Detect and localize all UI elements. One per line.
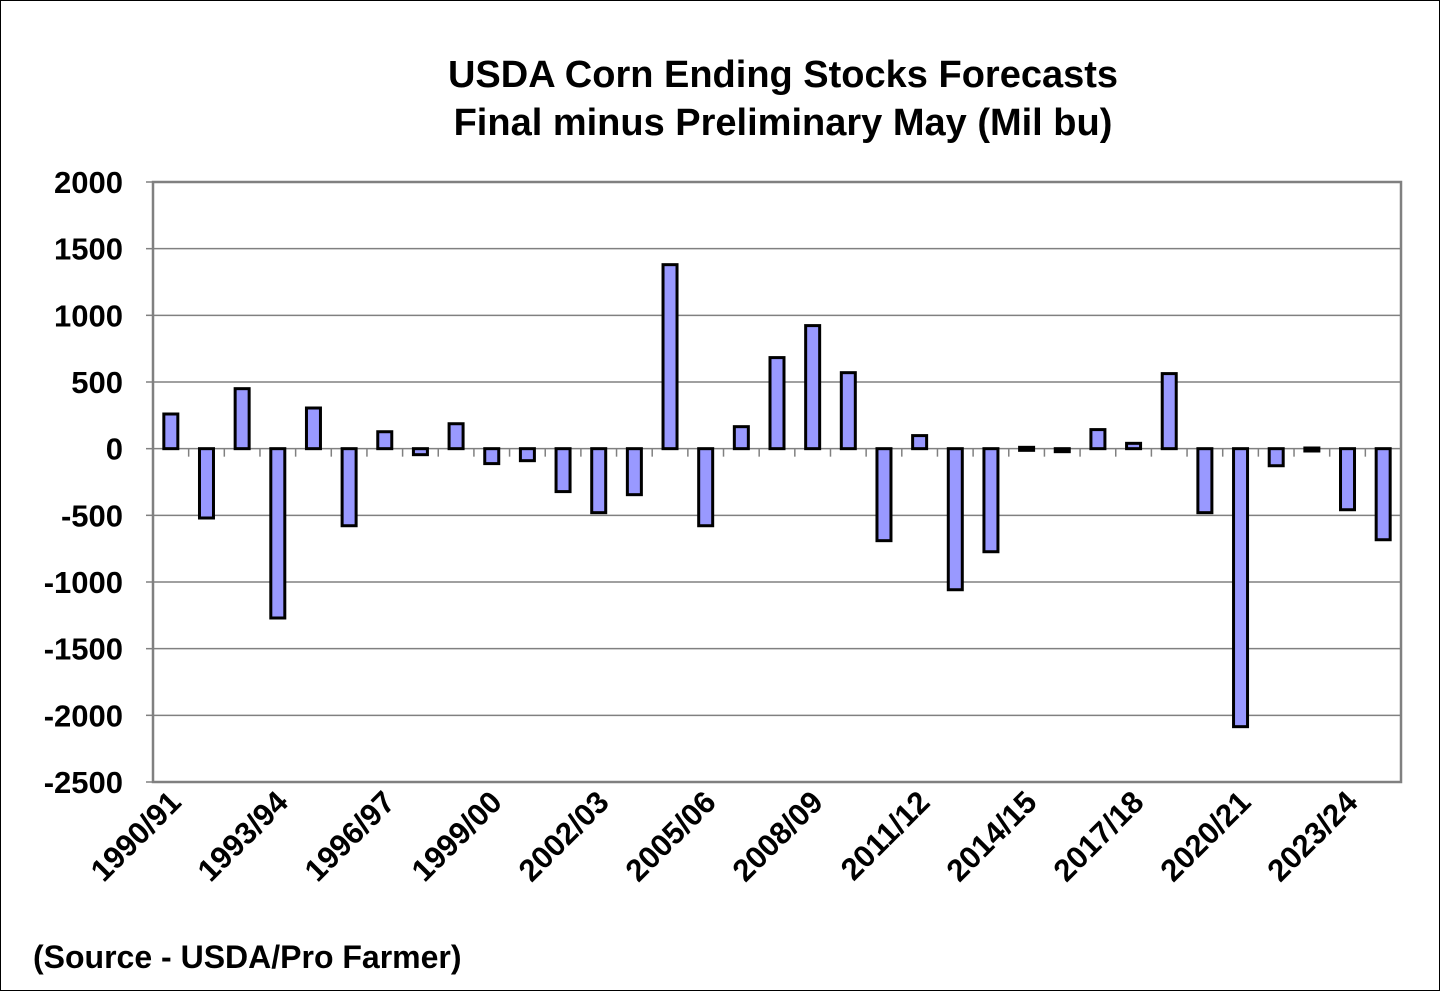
y-tick-label: 1500 [54,232,123,267]
bar-2018/19 [1160,372,1178,451]
x-tick-label: 1996/97 [298,784,402,888]
bar-2013/14 [982,447,1000,554]
bar-2024/25 [1374,447,1392,542]
x-tick-label: 2017/18 [1047,784,1151,888]
bar-1991/92 [197,447,215,520]
bar-1992/93 [233,387,251,451]
bar-2006/07 [732,425,750,451]
y-tick-label: -500 [61,498,123,533]
x-tick-label: 2008/09 [726,784,830,888]
plot-area [151,180,1403,784]
bar-2012/13 [946,447,964,592]
y-tick-label: -1000 [44,565,123,600]
x-tick-label: 1993/94 [191,784,296,889]
bar-2019/20 [1196,447,1214,515]
y-tick-label: 500 [71,365,123,400]
y-tick-label: 0 [106,432,123,467]
bar-2020/21 [1232,447,1250,729]
y-tick-label: -2000 [44,698,123,733]
x-tick-label: 2020/21 [1154,784,1258,888]
bar-2022/23 [1303,446,1321,453]
bar-2009/10 [839,371,857,451]
x-tick-label: 2011/12 [834,784,937,887]
bar-2005/06 [697,447,715,528]
bar-2008/09 [804,324,822,451]
y-tick-label: -1500 [44,632,123,667]
bar-2017/18 [1125,441,1143,451]
bar-1998/99 [447,422,465,451]
x-tick-label: 2005/06 [619,784,723,888]
bar-2015/16 [1053,447,1071,454]
bar-2016/17 [1089,428,1107,451]
y-tick-label: -2500 [44,765,123,800]
bar-1996/97 [376,430,394,451]
x-tick-label: 2014/15 [940,784,1044,888]
chart-subtitle: Final minus Preliminary May (Mil bu) [454,102,1113,144]
bar-1993/94 [269,447,287,620]
bar-1999/00 [483,447,501,466]
y-tick-label: 2000 [54,165,123,200]
y-tick-label: 1000 [54,298,123,333]
bar-2001/02 [554,447,572,494]
bar-2021/22 [1267,447,1285,468]
bar-2003/04 [625,447,643,497]
bar-2007/08 [768,356,786,451]
bar-2014/15 [1018,445,1036,452]
x-tick-label: 1999/00 [405,784,509,888]
bar-2002/03 [590,447,608,515]
x-tick-label: 2002/03 [512,784,616,888]
bar-2023/24 [1339,447,1357,512]
bar-1990/91 [162,412,180,451]
bar-2000/01 [518,447,536,463]
chart-title: USDA Corn Ending Stocks Forecasts [448,54,1118,96]
bar-2004/05 [661,263,679,451]
x-tick-label: 2023/24 [1260,784,1365,889]
source-note: (Source - USDA/Pro Farmer) [33,939,462,975]
bar-1997/98 [411,447,429,457]
bar-2011/12 [911,434,929,451]
bar-2010/11 [875,447,893,543]
bar-1995/96 [340,447,358,528]
bar-1994/95 [304,406,322,451]
